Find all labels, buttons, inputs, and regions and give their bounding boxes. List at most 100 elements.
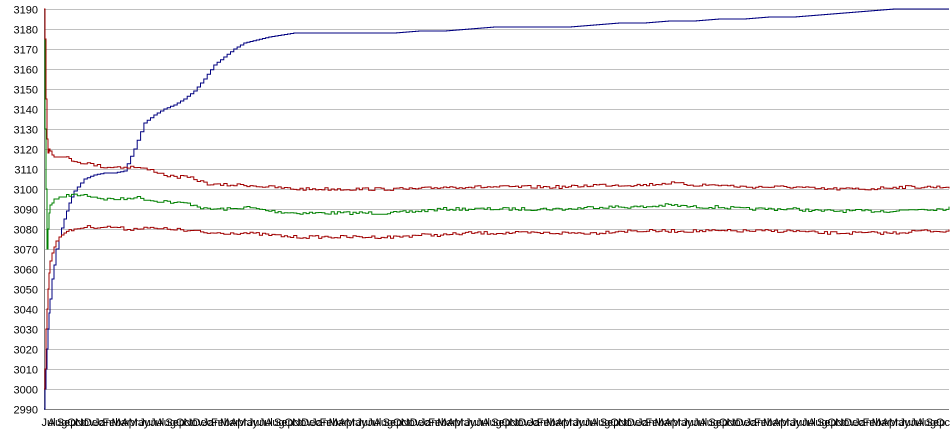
x-tick-label: May xyxy=(563,417,584,429)
x-tick-label: Aug xyxy=(374,417,394,429)
y-tick-label: 3160 xyxy=(14,65,38,77)
x-tick-label: Mar xyxy=(546,417,565,429)
x-tick-label: Jul xyxy=(367,417,381,429)
x-tick-label: Mar xyxy=(872,417,891,429)
x-tick-label: Jun xyxy=(791,417,809,429)
x-tick-label: Nov xyxy=(835,417,855,429)
x-tick-label: Jun xyxy=(139,417,157,429)
y-tick-label: 3030 xyxy=(14,325,38,337)
x-tick-label: Aug xyxy=(156,417,176,429)
x-tick-label: Dec xyxy=(518,417,538,429)
x-tick-label: Jul xyxy=(476,417,490,429)
x-tick-label: Apr xyxy=(882,417,899,429)
y-tick-label: 3000 xyxy=(14,385,38,397)
x-tick-label: Nov xyxy=(618,417,638,429)
x-tick-label: Nov xyxy=(509,417,529,429)
x-tick-label: Jul xyxy=(259,417,273,429)
x-tick-label: Oct xyxy=(67,417,84,429)
x-tick-label: Mar xyxy=(437,417,456,429)
x-tick-label: Aug xyxy=(699,417,719,429)
x-tick-label: Oct xyxy=(502,417,519,429)
x-tick-label: Nov xyxy=(75,417,95,429)
x-tick-label: Oct xyxy=(719,417,736,429)
x-tick-label: Jan xyxy=(420,417,438,429)
x-tick-label: Sep xyxy=(383,417,403,429)
x-tick-label: Jul xyxy=(802,417,816,429)
x-tick-label: May xyxy=(454,417,475,429)
series-line-4 xyxy=(44,225,950,390)
x-tick-label: Jan xyxy=(94,417,112,429)
x-tick-label: May xyxy=(672,417,693,429)
x-tick-label: Feb xyxy=(428,417,447,429)
y-tick-label: 3150 xyxy=(14,85,38,97)
y-tick-label: 3100 xyxy=(14,185,38,197)
x-tick-label: Nov xyxy=(727,417,747,429)
x-tick-label: Sep xyxy=(57,417,77,429)
x-tick-label: Jun xyxy=(465,417,483,429)
x-tick-label: Mar xyxy=(654,417,673,429)
x-tick-label: Sep xyxy=(708,417,728,429)
y-tick-label: 3040 xyxy=(14,305,38,317)
x-tick-label: Feb xyxy=(320,417,339,429)
x-tick-label: Sep xyxy=(274,417,294,429)
x-tick-label: Jun xyxy=(356,417,374,429)
x-tick-label: Oct xyxy=(936,417,950,429)
x-tick-label: Nov xyxy=(184,417,204,429)
series-lines xyxy=(44,8,950,410)
x-tick-label: Dec xyxy=(844,417,864,429)
x-tick-label: Feb xyxy=(211,417,230,429)
x-tick-label: Dec xyxy=(84,417,104,429)
x-tick-label: Aug xyxy=(265,417,285,429)
x-tick-label: Dec xyxy=(193,417,213,429)
x-tick-label: Jun xyxy=(682,417,700,429)
x-tick-label: Jun xyxy=(899,417,917,429)
x-axis: JulAugSepOctNovDecJanFebMarAprMayJunJulA… xyxy=(41,409,950,429)
y-tick-label: 3110 xyxy=(14,165,38,177)
x-tick-label: Aug xyxy=(482,417,502,429)
x-tick-label: Jul xyxy=(584,417,598,429)
y-tick-label: 3130 xyxy=(14,125,38,137)
x-tick-label: Apr xyxy=(773,417,790,429)
x-tick-label: Dec xyxy=(301,417,321,429)
x-tick-label: May xyxy=(129,417,150,429)
x-tick-label: Jan xyxy=(746,417,764,429)
x-tick-label: May xyxy=(889,417,910,429)
y-tick-label: 2990 xyxy=(14,405,38,417)
x-tick-label: Apr xyxy=(339,417,356,429)
x-tick-label: Feb xyxy=(537,417,556,429)
x-tick-label: Nov xyxy=(292,417,312,429)
x-tick-label: Feb xyxy=(102,417,121,429)
x-tick-label: Jan xyxy=(311,417,329,429)
series-line-3 xyxy=(44,8,950,191)
x-tick-label: May xyxy=(237,417,258,429)
y-tick-label: 3120 xyxy=(14,145,38,157)
y-tick-label: 3190 xyxy=(14,5,38,17)
y-tick-label: 3090 xyxy=(14,205,38,217)
x-tick-label: Apr xyxy=(447,417,464,429)
x-tick-label: Feb xyxy=(863,417,882,429)
x-tick-label: Jul xyxy=(41,417,55,429)
y-axis: 2990 3000 3010 3020 3030 3040 3050 3060 3070 3080… xyxy=(14,5,45,417)
x-tick-label: Oct xyxy=(176,417,193,429)
x-tick-label: Apr xyxy=(121,417,138,429)
x-tick-label: Jun xyxy=(574,417,592,429)
x-tick-label: Jan xyxy=(203,417,221,429)
y-tick-label: 3070 xyxy=(14,245,38,257)
x-tick-label: Mar xyxy=(329,417,348,429)
x-tick-label: Apr xyxy=(664,417,681,429)
x-tick-label: May xyxy=(780,417,801,429)
x-tick-label: Dec xyxy=(627,417,647,429)
x-tick-label: Aug xyxy=(917,417,937,429)
x-tick-label: Aug xyxy=(808,417,828,429)
x-tick-label: Aug xyxy=(591,417,611,429)
x-tick-label: Mar xyxy=(220,417,239,429)
x-tick-label: Jul xyxy=(693,417,707,429)
y-tick-label: 3060 xyxy=(14,265,38,277)
series-line-1 xyxy=(44,8,949,410)
x-tick-label: Sep xyxy=(817,417,837,429)
x-tick-label: Sep xyxy=(165,417,185,429)
x-tick-label: Feb xyxy=(645,417,664,429)
y-tick-label: 3050 xyxy=(14,285,38,297)
x-tick-label: Sep xyxy=(600,417,620,429)
